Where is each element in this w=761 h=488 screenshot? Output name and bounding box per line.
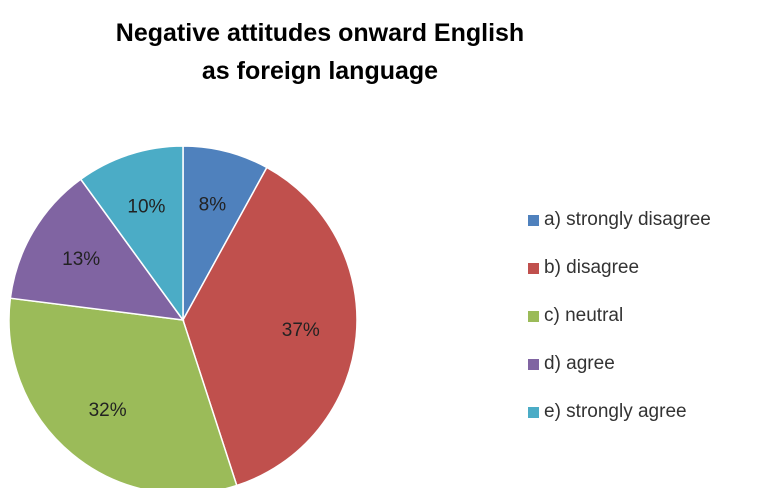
legend-swatch (528, 358, 539, 370)
legend-item-strongly-agree: e) strongly agree (528, 399, 758, 425)
legend-label: c) neutral (544, 305, 624, 326)
legend-swatch (528, 262, 539, 274)
legend-swatch (528, 214, 539, 226)
legend-label: b) disagree (544, 257, 640, 278)
legend-item-agree: d) agree (528, 351, 758, 377)
data-label-neutral: 32% (89, 400, 127, 421)
legend-item-neutral: c) neutral (528, 303, 758, 329)
legend-swatch (528, 310, 539, 322)
legend: a) strongly disagree b) disagree c) neut… (528, 207, 758, 447)
data-label-strongly-agree: 10% (127, 196, 165, 217)
legend-item-strongly-disagree: a) strongly disagree (528, 207, 758, 233)
legend-swatch (528, 406, 539, 418)
chart-title: Negative attitudes onward English as for… (40, 14, 600, 90)
chart-title-line-1: Negative attitudes onward English (115, 19, 525, 47)
legend-label: e) strongly agree (544, 401, 687, 422)
data-label-disagree: 37% (282, 320, 320, 341)
pie-slice-disagree (182, 166, 358, 487)
data-label-agree: 13% (62, 249, 100, 270)
legend-label: a) strongly disagree (544, 209, 711, 230)
data-label-strongly-disagree: 8% (199, 194, 227, 215)
legend-item-disagree: b) disagree (528, 255, 758, 281)
pie-slice-agree (9, 178, 185, 321)
chart-title-line-2: as foreign language (201, 57, 439, 85)
legend-label: d) agree (544, 353, 615, 374)
pie-slice-neutral (8, 297, 238, 488)
pie-slice-strongly-agree (79, 145, 184, 323)
